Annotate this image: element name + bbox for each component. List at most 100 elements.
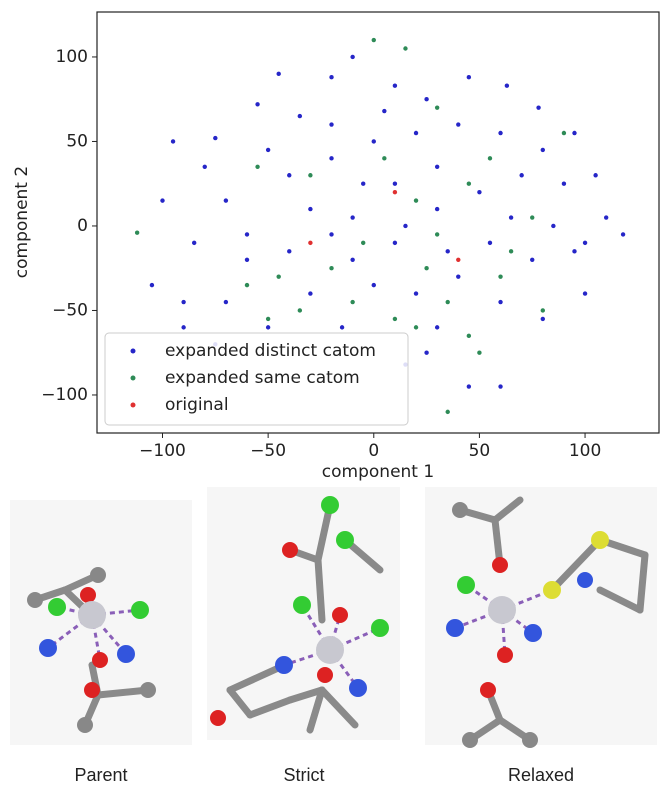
caption: Strict [283, 765, 324, 785]
point [287, 249, 291, 253]
legend-label: original [165, 395, 229, 415]
point [224, 198, 228, 202]
point [435, 165, 439, 169]
point [150, 283, 154, 287]
point [393, 182, 397, 186]
strict-molecule [207, 487, 400, 740]
point [435, 207, 439, 211]
point [551, 224, 555, 228]
point [350, 258, 354, 262]
point [541, 317, 545, 321]
point [329, 75, 333, 79]
point [424, 351, 428, 355]
point [372, 38, 376, 42]
point [467, 384, 471, 388]
point [414, 131, 418, 135]
point [593, 173, 597, 177]
point [572, 131, 576, 135]
point [350, 215, 354, 219]
point [498, 300, 502, 304]
point [562, 182, 566, 186]
point [562, 131, 566, 135]
point [245, 283, 249, 287]
point [393, 190, 397, 194]
y-tick-label: 100 [56, 47, 88, 67]
point [372, 283, 376, 287]
relaxed-molecule [425, 487, 657, 748]
legend-marker [131, 349, 136, 354]
point [393, 241, 397, 245]
point [509, 249, 513, 253]
point [509, 215, 513, 219]
legend-marker [131, 376, 136, 381]
point [536, 105, 540, 109]
point [467, 182, 471, 186]
point [604, 215, 608, 219]
x-axis-label: component 1 [322, 462, 434, 482]
point [505, 83, 509, 87]
point [530, 258, 534, 262]
point [135, 231, 139, 235]
point [266, 325, 270, 329]
point [530, 215, 534, 219]
point [361, 182, 365, 186]
point [298, 308, 302, 312]
point [181, 300, 185, 304]
y-tick-label: 50 [66, 131, 88, 151]
point [276, 274, 280, 278]
point [171, 139, 175, 143]
point [498, 274, 502, 278]
x-tick-label: 50 [469, 441, 491, 461]
point [488, 156, 492, 160]
point [298, 114, 302, 118]
point [403, 224, 407, 228]
y-axis-label: component 2 [12, 166, 32, 278]
point [393, 83, 397, 87]
point [446, 249, 450, 253]
point [329, 266, 333, 270]
point [435, 325, 439, 329]
point [498, 131, 502, 135]
legend-marker [131, 403, 136, 408]
point [266, 317, 270, 321]
point [329, 156, 333, 160]
x-tick-label: 0 [368, 441, 379, 461]
point [621, 232, 625, 236]
point [350, 55, 354, 59]
point [308, 173, 312, 177]
point [498, 384, 502, 388]
point [541, 148, 545, 152]
legend-label: expanded distinct catom [165, 341, 376, 361]
point [340, 325, 344, 329]
point [456, 274, 460, 278]
point [287, 173, 291, 177]
point [424, 266, 428, 270]
point [414, 198, 418, 202]
point [414, 325, 418, 329]
point [255, 102, 259, 106]
point [414, 291, 418, 295]
point [181, 325, 185, 329]
point [488, 241, 492, 245]
point [435, 105, 439, 109]
point [160, 198, 164, 202]
point [541, 308, 545, 312]
x-tick-label: 100 [569, 441, 601, 461]
point [308, 207, 312, 211]
point [435, 232, 439, 236]
caption: Parent [74, 765, 127, 785]
point [308, 241, 312, 245]
point [477, 351, 481, 355]
point [329, 232, 333, 236]
point [403, 46, 407, 50]
point [192, 241, 196, 245]
parent-molecule [10, 500, 192, 745]
point [245, 258, 249, 262]
point [361, 241, 365, 245]
point [329, 122, 333, 126]
point [382, 109, 386, 113]
point [467, 75, 471, 79]
point [213, 136, 217, 140]
point [393, 317, 397, 321]
caption: Relaxed [508, 765, 574, 785]
